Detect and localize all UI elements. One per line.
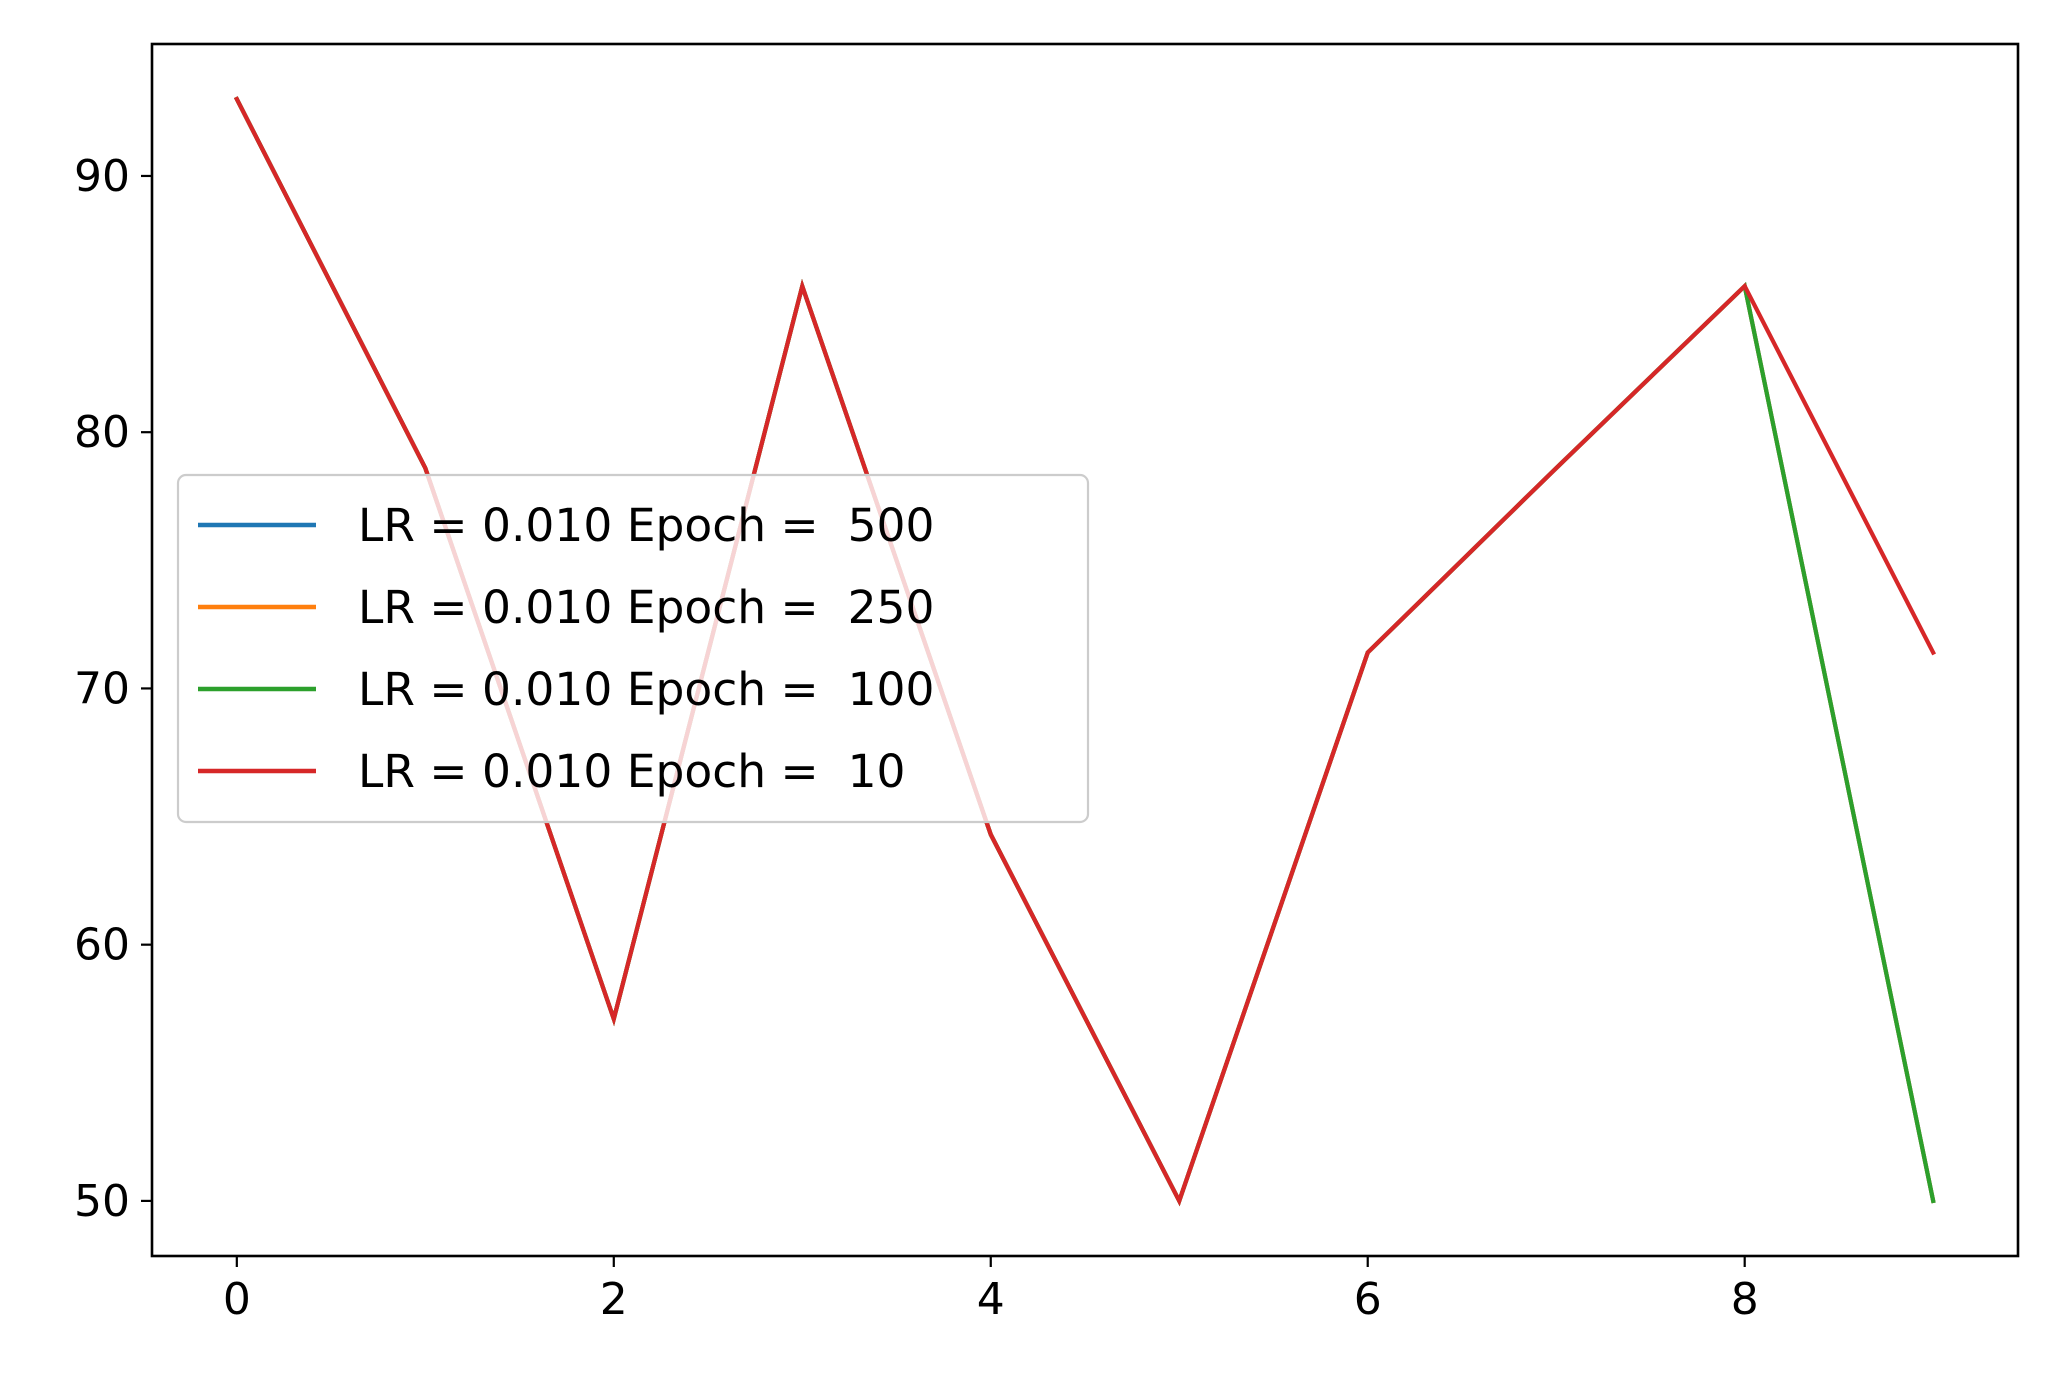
y-tick-label: 50 — [74, 1176, 130, 1227]
legend: LR = 0.010 Epoch = 500 LR = 0.010 Epoch =… — [176, 473, 1090, 824]
y-tick-label: 60 — [74, 920, 130, 971]
x-tick-label: 8 — [1731, 1274, 1759, 1325]
y-axis: 50 60 70 80 90 — [74, 151, 152, 1227]
legend-label: LR = 0.010 Epoch = 250 — [358, 581, 934, 634]
y-tick-label: 90 — [74, 151, 130, 202]
legend-label: LR = 0.010 Epoch = 10 — [358, 745, 905, 798]
legend-label: LR = 0.010 Epoch = 500 — [358, 499, 934, 552]
x-tick-label: 2 — [600, 1274, 628, 1325]
legend-label: LR = 0.010 Epoch = 100 — [358, 663, 934, 716]
y-tick-label: 70 — [74, 663, 130, 714]
x-tick-label: 0 — [223, 1274, 251, 1325]
x-axis: 0 2 4 6 8 — [223, 1256, 1759, 1325]
plot-frame — [150, 42, 2020, 1258]
y-tick-label: 80 — [74, 407, 130, 458]
x-tick-label: 6 — [1354, 1274, 1382, 1325]
x-tick-label: 4 — [977, 1274, 1005, 1325]
legend-box — [176, 473, 1090, 824]
